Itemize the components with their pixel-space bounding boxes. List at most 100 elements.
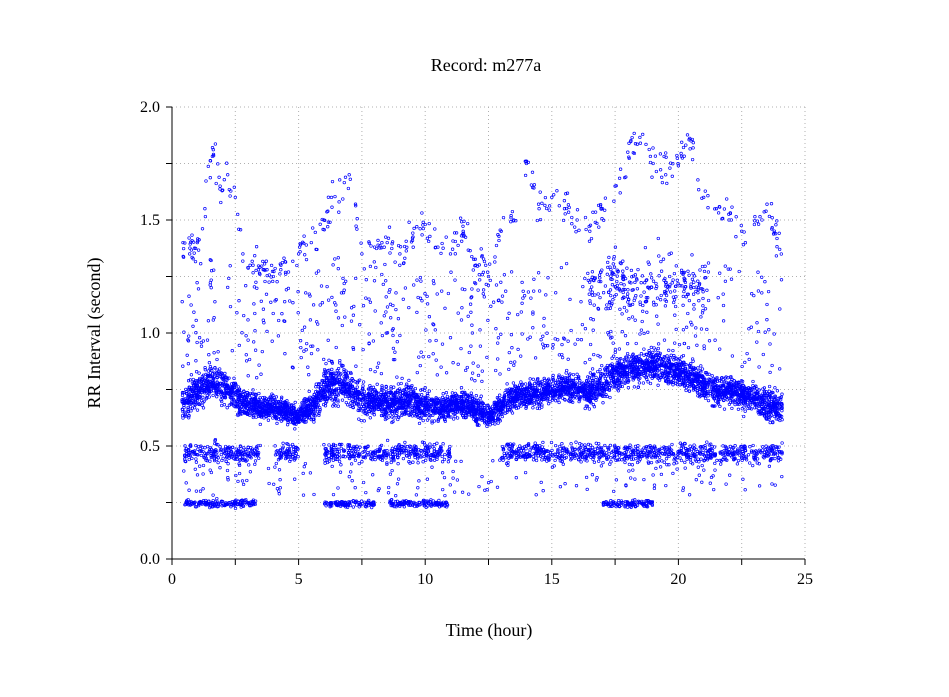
grid-lines (172, 106, 806, 559)
rr-point (257, 391, 261, 396)
data-points (180, 131, 784, 511)
rr-point (410, 401, 415, 406)
rr-point (715, 375, 719, 380)
rr-point (258, 422, 262, 427)
rr-point (611, 354, 616, 358)
rr-point (336, 404, 340, 408)
rr-point (372, 413, 376, 417)
rr-point (510, 411, 515, 415)
rr-point (773, 386, 777, 390)
rr-point (361, 380, 366, 384)
rr-point (642, 347, 646, 351)
rr-point (774, 417, 778, 421)
rr-point (622, 378, 626, 382)
rr-point (426, 393, 430, 398)
rr-point (649, 345, 653, 350)
rr-point (427, 416, 431, 420)
rr-point (324, 361, 328, 366)
rr-point (469, 391, 473, 395)
chart-title: Record: m277a (431, 55, 541, 75)
rr-point (603, 376, 607, 381)
rr-point (441, 392, 445, 396)
rr-point (340, 398, 345, 402)
rr-point (455, 416, 460, 420)
rr-point (444, 391, 449, 395)
rr-point (656, 342, 661, 346)
rr-point (600, 363, 604, 368)
rr-point (417, 421, 422, 426)
rr-point (392, 385, 396, 389)
rr-point (753, 406, 757, 410)
rr-point (427, 389, 431, 393)
rr-point (459, 386, 464, 390)
rr-point (598, 367, 602, 372)
rr-point (546, 402, 551, 406)
rr-point (743, 409, 747, 413)
rr-point (195, 408, 200, 412)
rr-point (227, 376, 231, 380)
rr-point (189, 373, 194, 377)
rr-point (587, 407, 592, 411)
rr-point (505, 382, 509, 386)
rr-point (488, 423, 492, 427)
rr-point (207, 361, 212, 365)
rr-point (656, 346, 660, 351)
rr-point (751, 379, 755, 384)
rr-point (754, 405, 759, 410)
rr-point (413, 386, 418, 391)
rr-point (615, 357, 619, 361)
rr-point (571, 372, 576, 377)
rr-point (736, 407, 741, 411)
rr-point (652, 346, 656, 350)
rr-point (626, 386, 631, 390)
rr-point (688, 365, 692, 370)
rr-point (194, 370, 199, 374)
rr-point (531, 406, 535, 410)
rr-point (519, 380, 523, 384)
rr-point (275, 421, 279, 426)
rr-point (400, 376, 404, 381)
rr-point (767, 384, 772, 389)
rr-point (596, 369, 600, 374)
rr-point (601, 401, 605, 405)
rr-point (729, 374, 733, 379)
rr-point (641, 381, 646, 385)
rr-point (554, 399, 558, 403)
rr-point (625, 342, 630, 346)
rr-point (703, 396, 708, 401)
rr-point (355, 385, 359, 389)
rr-point (768, 420, 772, 425)
rr-point (384, 387, 388, 392)
rr-point (357, 417, 361, 421)
rr-point (359, 418, 363, 423)
rr-point (557, 400, 561, 405)
rr-point (430, 421, 434, 425)
rr-point (420, 393, 424, 397)
rr-point (722, 407, 727, 411)
rr-point (330, 367, 334, 372)
rr-point (342, 367, 346, 372)
rr-point (588, 371, 593, 375)
rr-point (553, 381, 558, 385)
rr-point (186, 379, 191, 383)
rr-point (742, 405, 746, 409)
rr-point (684, 388, 688, 393)
rr-point (637, 381, 642, 385)
rr-point (590, 367, 595, 371)
rr-point (556, 398, 560, 402)
rr-point (225, 406, 229, 410)
rr-point (610, 356, 614, 360)
rr-point (307, 389, 311, 394)
rr-point (223, 371, 227, 376)
rr-point (375, 382, 379, 386)
rr-point (528, 377, 532, 381)
rr-point (211, 393, 215, 398)
rr-point (498, 393, 502, 397)
rr-point (215, 357, 219, 362)
rr-point (271, 416, 275, 420)
rr-point (343, 394, 348, 399)
rr-point (496, 421, 500, 425)
rr-point (410, 383, 414, 388)
rr-point (293, 400, 297, 405)
